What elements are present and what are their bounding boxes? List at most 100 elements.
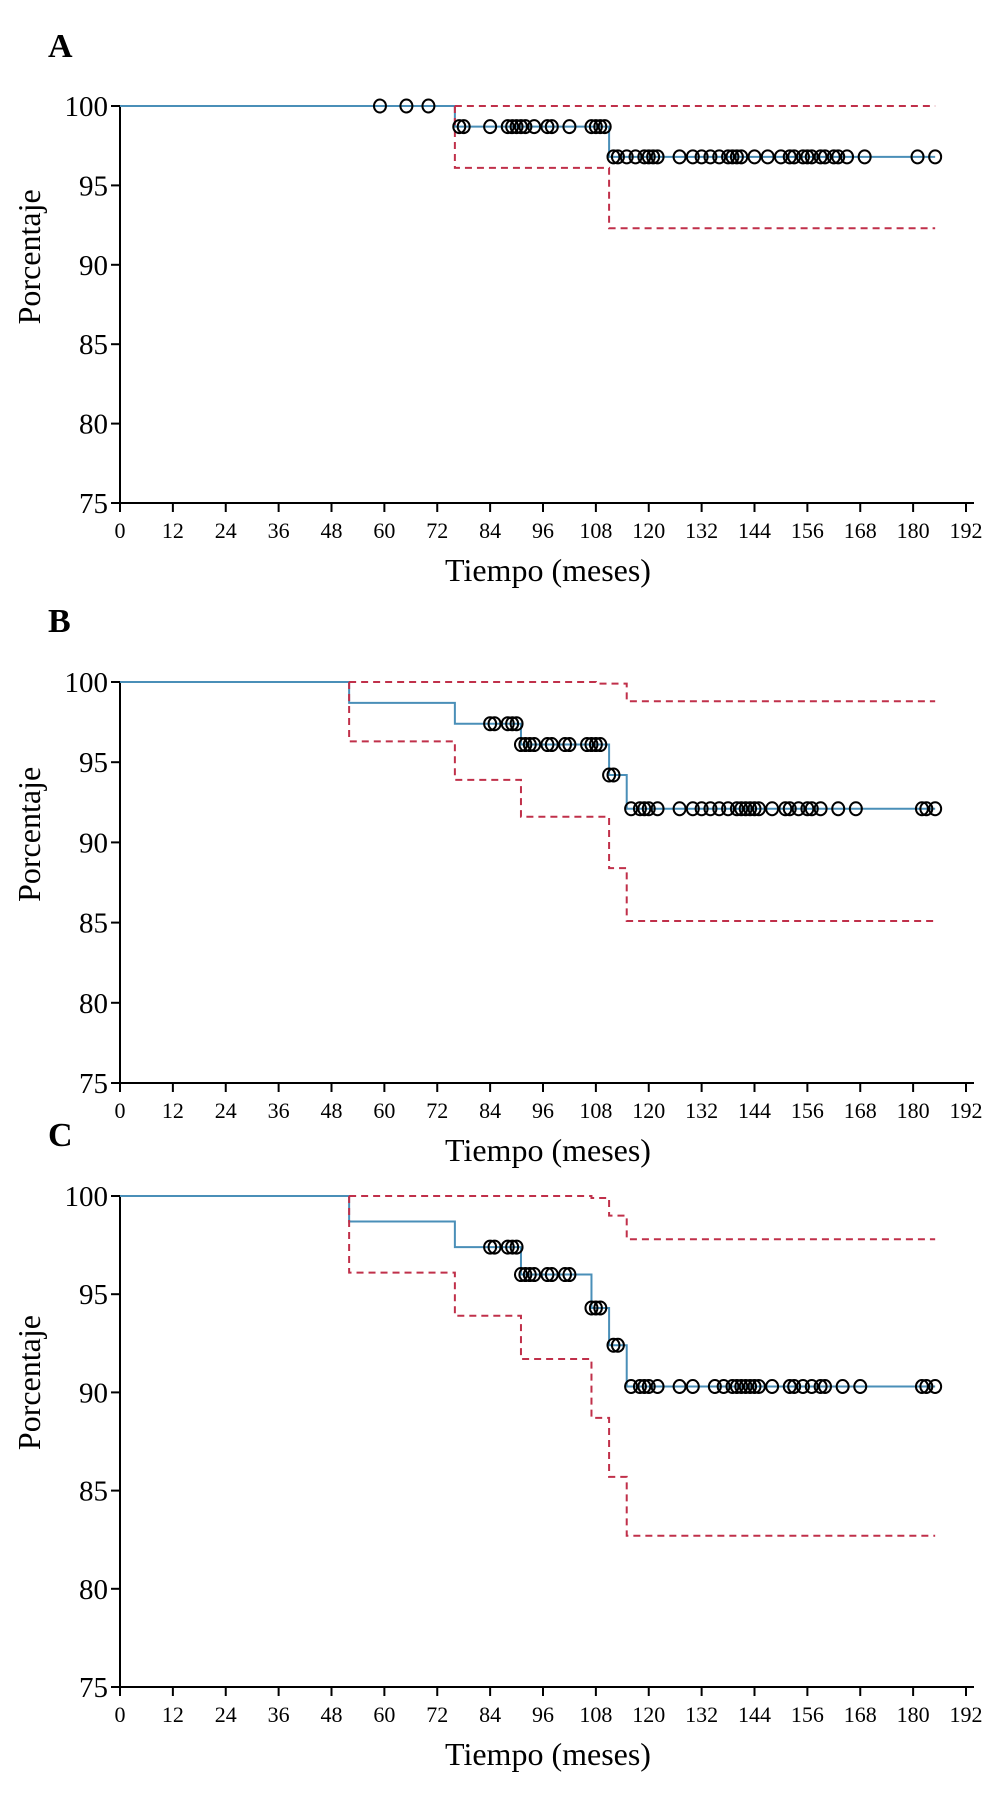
y-tick-label: 90 — [79, 1377, 108, 1409]
censor-mark — [795, 1379, 810, 1395]
censor-mark — [624, 1379, 639, 1395]
censor-mark — [813, 149, 828, 165]
censor-mark — [637, 801, 652, 817]
x-tick-label: 48 — [321, 1098, 343, 1123]
panel-label: A — [48, 28, 73, 65]
x-tick-label: 0 — [115, 518, 126, 543]
x-tick-label: 180 — [897, 1702, 930, 1727]
censor-mark — [452, 119, 467, 135]
x-tick-label: 60 — [373, 518, 395, 543]
panel-label: B — [48, 603, 71, 640]
censor-mark — [716, 1379, 731, 1395]
censor-mark — [747, 149, 762, 165]
x-tick-label: 108 — [579, 518, 612, 543]
censor-mark — [694, 149, 709, 165]
censor-mark — [646, 149, 661, 165]
km-survival-line — [120, 1195, 936, 1388]
censor-mark — [818, 149, 832, 165]
censor-mark — [672, 1379, 687, 1395]
censor-mark — [773, 149, 788, 165]
ci-lower-line — [348, 1196, 936, 1537]
censor-mark — [765, 801, 780, 817]
x-tick-label: 12 — [162, 1098, 184, 1123]
censor-mark — [641, 149, 656, 165]
x-tick-label: 36 — [268, 518, 290, 543]
y-tick-label: 85 — [79, 1476, 108, 1508]
censor-mark — [707, 1379, 722, 1395]
censor-mark — [818, 1379, 832, 1395]
censor-mark — [632, 801, 647, 817]
y-tick-label: 75 — [79, 488, 108, 520]
censor-mark — [919, 801, 934, 817]
censor-mark — [747, 1379, 762, 1395]
y-tick-label: 95 — [79, 170, 108, 202]
y-axis-title: Porcentaje — [11, 1315, 47, 1450]
censor-mark — [831, 801, 846, 817]
censor-mark — [826, 149, 841, 165]
censor-mark — [544, 737, 559, 753]
y-tick-label: 100 — [65, 667, 109, 699]
x-tick-label: 156 — [791, 1098, 824, 1123]
censor-mark — [910, 149, 925, 165]
panel-B: B 75 80 85 90 95 100 0 12 24 36 48 60 72 84 96 108 120 132… — [11, 603, 983, 1168]
x-tick-label: 96 — [532, 1098, 554, 1123]
censor-mark — [721, 149, 736, 165]
y-tick-label: 75 — [79, 1068, 108, 1100]
x-tick-label: 168 — [844, 1098, 877, 1123]
censor-mark — [747, 801, 762, 817]
y-tick-label: 75 — [79, 1672, 108, 1704]
censor-mark — [399, 98, 414, 114]
y-tick-label: 80 — [79, 988, 108, 1020]
censor-mark — [500, 716, 515, 732]
censor-mark — [703, 801, 718, 817]
censor-mark — [813, 1379, 828, 1395]
censor-mark — [813, 801, 828, 817]
censor-mark — [694, 801, 709, 817]
censor-mark — [637, 149, 652, 165]
censor-mark — [487, 1239, 502, 1255]
censor-mark — [619, 149, 634, 165]
x-tick-label: 0 — [115, 1702, 126, 1727]
censor-mark — [795, 149, 810, 165]
censor-mark — [685, 1379, 700, 1395]
x-tick-label: 108 — [579, 1098, 612, 1123]
censor-mark — [509, 1239, 524, 1255]
censor-mark — [509, 119, 524, 135]
censor-mark — [421, 98, 436, 114]
x-tick-label: 120 — [632, 518, 665, 543]
y-tick-label: 90 — [79, 827, 108, 859]
censor-mark — [637, 1379, 652, 1395]
censor-mark — [588, 119, 603, 135]
x-tick-label: 60 — [373, 1702, 395, 1727]
censor-mark — [483, 119, 498, 135]
censor-mark — [593, 737, 608, 753]
censor-mark — [500, 1239, 515, 1255]
y-axis-title: Porcentaje — [11, 189, 47, 324]
censor-mark — [751, 801, 766, 817]
censor-mark — [527, 737, 542, 753]
x-tick-label: 84 — [479, 1702, 501, 1727]
censor-mark — [487, 716, 502, 732]
censor-mark — [483, 716, 498, 732]
x-tick-label: 144 — [738, 1098, 771, 1123]
censor-mark — [527, 1267, 542, 1283]
censor-mark — [751, 1379, 766, 1395]
censor-mark — [919, 1379, 934, 1395]
censor-mark — [593, 119, 608, 135]
censor-mark — [513, 737, 528, 753]
x-tick-label: 48 — [321, 1702, 343, 1727]
censor-mark — [513, 119, 528, 135]
x-tick-label: 0 — [115, 1098, 126, 1123]
x-tick-label: 24 — [215, 1098, 237, 1123]
ci-upper-line — [349, 681, 936, 703]
censor-mark — [584, 119, 599, 135]
censor-mark — [804, 149, 819, 165]
censor-mark — [527, 119, 542, 135]
x-tick-label: 108 — [579, 1702, 612, 1727]
censor-mark — [522, 737, 537, 753]
censor-mark — [456, 119, 471, 135]
y-tick-label: 85 — [79, 329, 108, 361]
censor-mark — [831, 149, 846, 165]
censor-mark — [928, 801, 943, 817]
